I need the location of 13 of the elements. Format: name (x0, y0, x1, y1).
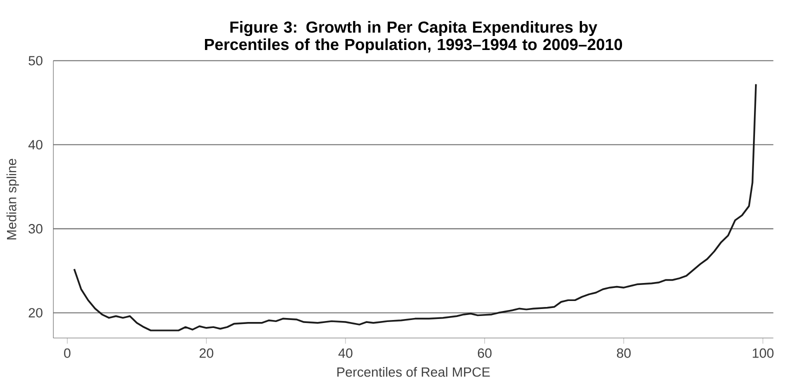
y-axis-title: Median spline (6, 158, 19, 240)
y-tick-label: 50 (28, 56, 42, 66)
y-tick-label: 40 (28, 140, 42, 150)
x-tick-label: 60 (478, 348, 492, 358)
x-tick-label: 100 (752, 348, 774, 358)
x-tick-label: 40 (338, 348, 352, 358)
x-axis-title: Percentiles of Real MPCE (337, 366, 490, 377)
chart-title: Figure 3: Growth in Per Capita Expenditures by Percentiles of the Population, 1993–1994 to 2009–2010 (204, 21, 622, 54)
x-tick-label: 80 (616, 348, 631, 358)
y-tick-label: 30 (28, 224, 42, 234)
x-tick-label: 20 (200, 348, 214, 358)
y-tick-label: 20 (28, 308, 42, 318)
x-tick-label: 0 (64, 348, 70, 358)
